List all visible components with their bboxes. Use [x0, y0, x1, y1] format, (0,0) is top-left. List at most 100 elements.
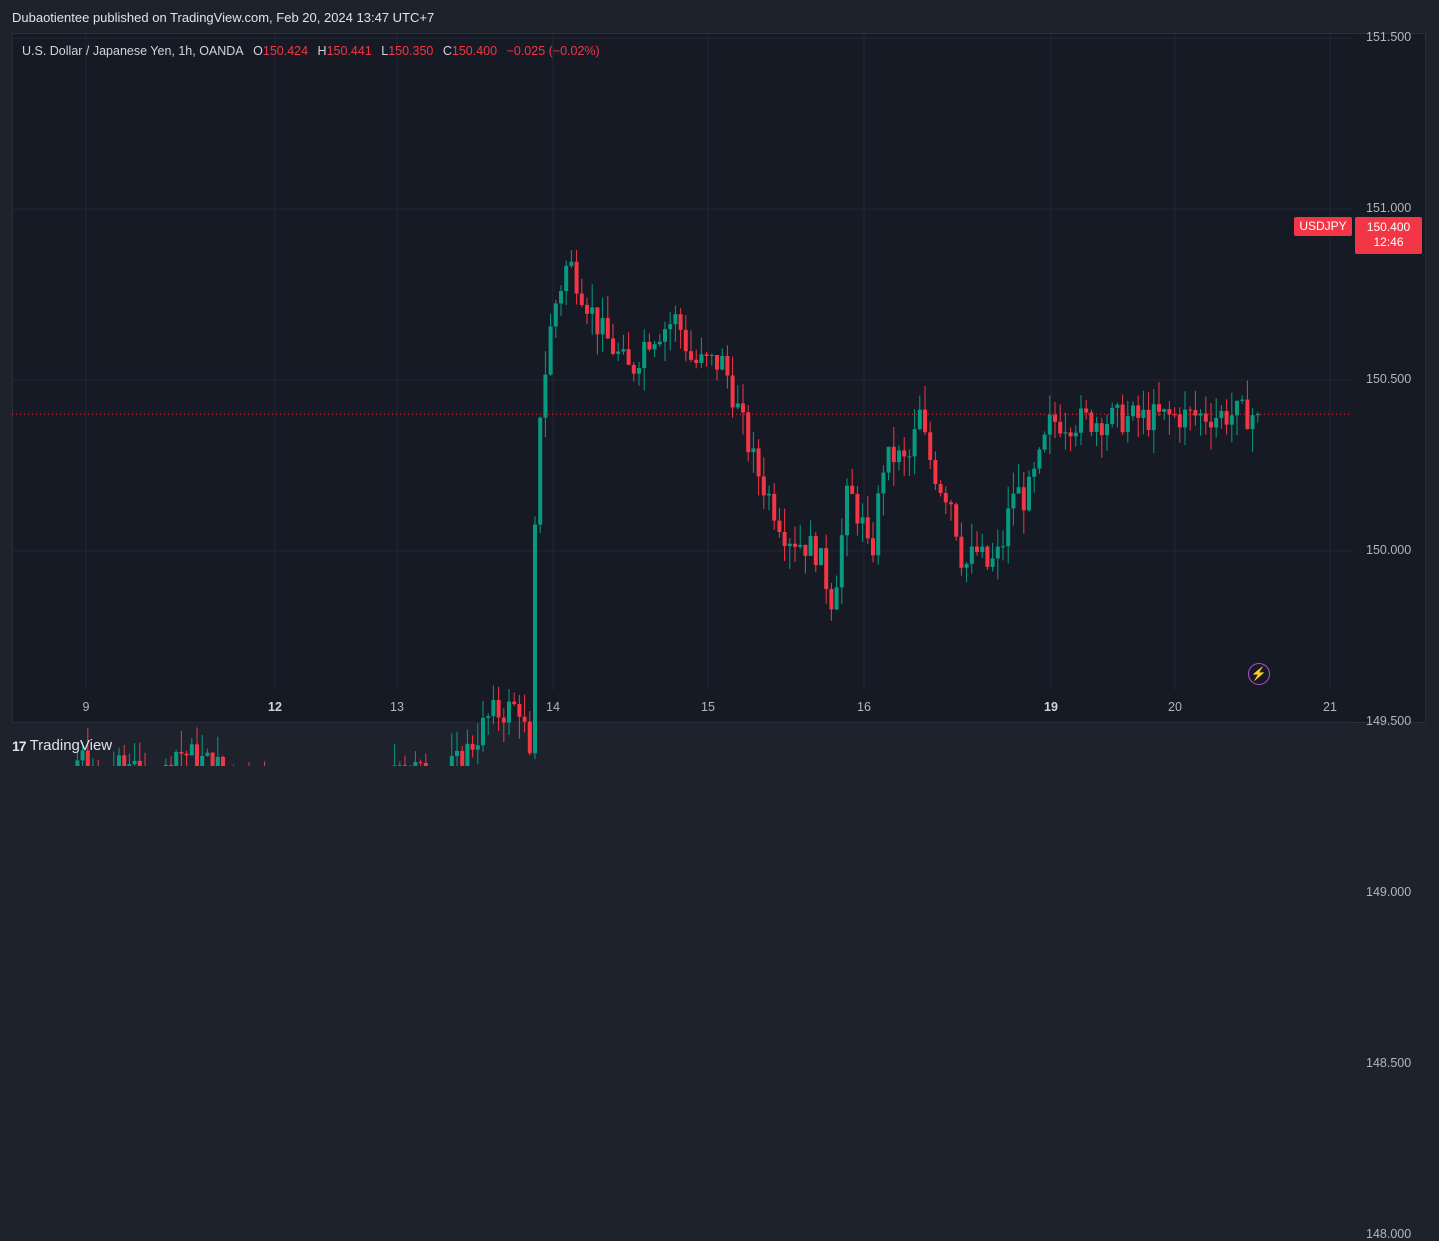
candle	[684, 315, 688, 361]
candle	[668, 312, 672, 351]
candle	[398, 761, 402, 766]
candle	[757, 439, 761, 495]
candle	[1089, 410, 1093, 437]
candle	[939, 480, 943, 496]
candle	[824, 535, 828, 604]
candle	[1173, 407, 1177, 418]
candle	[1074, 425, 1078, 446]
candle	[959, 523, 963, 576]
candle	[1110, 403, 1114, 428]
candle	[569, 250, 573, 268]
candle-body	[1058, 422, 1062, 434]
candle	[731, 357, 735, 418]
candle	[200, 735, 204, 766]
candle-body	[205, 753, 209, 756]
candle-body	[679, 314, 683, 330]
candle	[1235, 400, 1239, 435]
x-tick-label: 15	[701, 700, 715, 714]
y-tick-label: 150.500	[1366, 372, 1411, 386]
candle-body	[881, 473, 885, 494]
candle-body	[689, 351, 693, 360]
candle	[486, 713, 490, 735]
candle-body	[819, 548, 823, 565]
lightning-icon[interactable]: ⚡	[1248, 663, 1270, 685]
candle-body	[757, 448, 761, 476]
candle	[1006, 487, 1010, 564]
candle-body	[788, 544, 792, 546]
candle	[699, 338, 703, 368]
candle-body	[829, 589, 833, 609]
candle	[991, 543, 995, 572]
candle-body	[720, 356, 724, 370]
legend-open-label: O	[253, 44, 263, 58]
legend-close-label: C	[443, 44, 452, 58]
candle	[611, 324, 615, 356]
candle-body	[892, 447, 896, 462]
candle-body	[1121, 405, 1125, 433]
candle-body	[122, 755, 126, 766]
candle	[1157, 382, 1161, 416]
brand-name: TradingView	[30, 737, 113, 754]
candle	[1183, 391, 1187, 445]
candle	[647, 333, 651, 351]
candle-body	[1043, 435, 1047, 450]
candle	[512, 692, 516, 706]
candle-body	[216, 757, 220, 766]
candle	[783, 509, 787, 561]
legend-open-value: 150.424	[263, 44, 308, 58]
candle	[133, 743, 137, 766]
candle	[601, 298, 605, 353]
candle-body	[1110, 408, 1114, 424]
x-tick-label: 14	[546, 700, 560, 714]
candle-body	[975, 547, 979, 552]
candle	[642, 329, 646, 390]
candle	[715, 355, 719, 380]
candle	[1126, 401, 1130, 443]
candle-body	[1219, 411, 1223, 418]
candle-body	[419, 762, 423, 763]
candle-body	[1074, 433, 1078, 437]
candle	[840, 518, 844, 604]
candle	[1178, 407, 1182, 442]
candle-body	[731, 375, 735, 407]
candle-body	[658, 342, 662, 344]
candle	[1245, 381, 1249, 430]
candle	[1037, 447, 1041, 473]
candle-body	[1209, 422, 1213, 428]
y-tick-label: 148.000	[1366, 1227, 1411, 1241]
candle	[1167, 401, 1171, 435]
candle-body	[179, 752, 183, 754]
candle	[559, 285, 563, 316]
candle	[710, 353, 714, 365]
candle-body	[174, 752, 178, 766]
candle	[741, 384, 745, 434]
candle-body	[486, 716, 490, 718]
candlestick-chart[interactable]	[0, 0, 1439, 766]
candle	[1219, 405, 1223, 429]
x-tick-label: 13	[390, 700, 404, 714]
candle-body	[559, 291, 563, 303]
candle-body	[1136, 405, 1140, 417]
candle	[965, 562, 969, 582]
candle-body	[954, 504, 958, 536]
candle	[881, 465, 885, 515]
candle-body	[476, 745, 480, 749]
candle	[517, 695, 521, 739]
candle	[606, 296, 610, 339]
candle-body	[985, 547, 989, 567]
candle	[996, 530, 1000, 580]
candle-body	[1162, 409, 1166, 412]
candle	[798, 525, 802, 549]
candle-body	[543, 375, 547, 418]
candle-body	[944, 493, 948, 502]
candle-body	[850, 486, 854, 494]
candle-body	[554, 303, 558, 326]
candle	[1017, 464, 1021, 494]
candle	[1193, 391, 1197, 426]
candle-body	[1017, 487, 1021, 493]
candle-body	[803, 545, 807, 556]
candle-body	[1157, 404, 1161, 412]
candle	[1131, 401, 1135, 420]
tradingview-brand[interactable]: 17 TradingView	[12, 737, 112, 754]
candle-body	[705, 354, 709, 356]
